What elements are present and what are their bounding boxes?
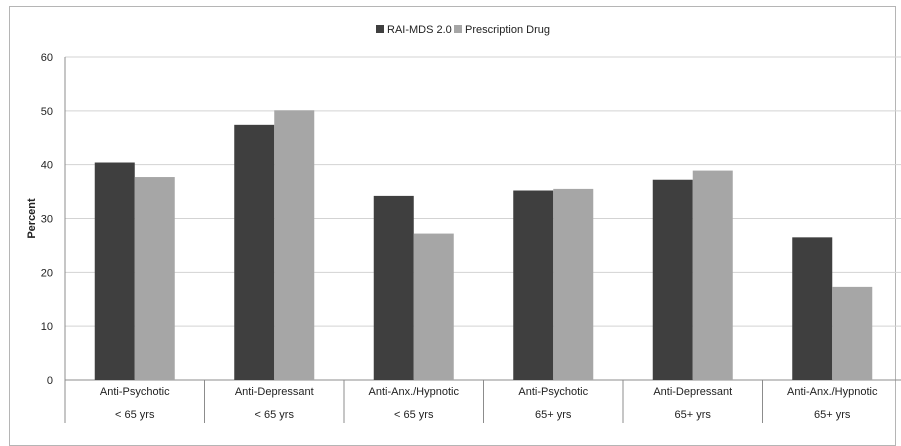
category-label: Anti-Anx./Hypnotic bbox=[787, 386, 878, 398]
legend-label: RAI-MDS 2.0 bbox=[387, 24, 452, 36]
legend-swatch-prescription-drug bbox=[454, 25, 462, 33]
category-label: Anti-Depressant bbox=[653, 386, 732, 398]
y-tick-label: 0 bbox=[47, 375, 53, 387]
y-tick-label: 30 bbox=[41, 214, 53, 226]
category-label: Anti-Psychotic bbox=[100, 386, 170, 398]
bar-rai-mds bbox=[513, 190, 554, 380]
y-tick-label: 10 bbox=[41, 321, 53, 333]
category-label: Anti-Psychotic bbox=[518, 386, 588, 398]
bar-prescription-drug bbox=[553, 188, 594, 380]
bar-rai-mds bbox=[373, 195, 414, 380]
bar-prescription-drug bbox=[413, 233, 454, 380]
bar-prescription-drug bbox=[134, 177, 175, 380]
bar-prescription-drug bbox=[832, 286, 873, 380]
y-axis-label: Percent bbox=[26, 198, 38, 239]
bar-chart: 0 10 20 30 40 50 60 Percent Anti-Psychotic < 65 y… bbox=[26, 24, 901, 423]
category-label: Anti-Anx./Hypnotic bbox=[369, 386, 460, 398]
bar-rai-mds bbox=[652, 179, 693, 380]
bar-prescription-drug bbox=[692, 170, 733, 380]
y-tick-label: 60 bbox=[41, 52, 53, 64]
category-sublabel: 65+ yrs bbox=[535, 409, 572, 421]
y-tick-label: 20 bbox=[41, 267, 53, 279]
category-sublabel: 65+ yrs bbox=[814, 409, 851, 421]
legend-swatch-rai-mds bbox=[376, 25, 384, 33]
bar-rai-mds bbox=[792, 237, 833, 380]
bar-prescription-drug bbox=[274, 110, 315, 381]
bar-rai-mds bbox=[234, 124, 275, 380]
category-sublabel: < 65 yrs bbox=[394, 409, 434, 421]
category-sublabel: < 65 yrs bbox=[255, 409, 295, 421]
category-sublabel: 65+ yrs bbox=[675, 409, 712, 421]
bar-rai-mds bbox=[94, 162, 135, 380]
y-tick-label: 50 bbox=[41, 106, 53, 118]
y-tick-label: 40 bbox=[41, 160, 53, 172]
category-label: Anti-Depressant bbox=[235, 386, 314, 398]
category-sublabel: < 65 yrs bbox=[115, 409, 155, 421]
legend-label: Prescription Drug bbox=[465, 24, 550, 36]
